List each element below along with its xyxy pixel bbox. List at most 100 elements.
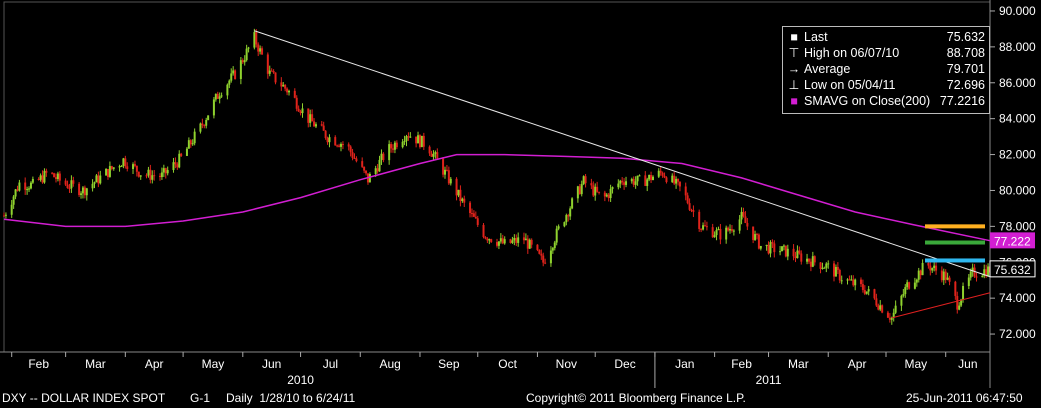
legend-average-label: Average (804, 62, 851, 76)
candle-body (873, 289, 876, 299)
candle-body (390, 144, 393, 149)
candle-body (226, 84, 229, 96)
candle-body (819, 262, 822, 269)
candle-body (436, 152, 439, 159)
candle-body (457, 189, 460, 196)
candle-body (234, 70, 237, 79)
candle-body (960, 299, 963, 306)
cyan-level-marker (925, 258, 985, 263)
y-tick-label: 72.000 (999, 327, 1036, 341)
candle-body (189, 140, 192, 145)
candle-body (297, 108, 300, 112)
candle-body (447, 170, 450, 184)
candle-body (555, 228, 558, 243)
sma-swatch-icon: ■ (790, 94, 798, 108)
candle-body (307, 108, 310, 123)
candle-body (838, 270, 841, 281)
candle-body (511, 240, 514, 243)
candle-body (781, 246, 784, 252)
candle-body (969, 271, 972, 278)
sma-value-tag-text: 77.222 (994, 234, 1031, 248)
candle-body (341, 143, 344, 145)
candle-body (99, 175, 102, 184)
x-tick-label: Jul (323, 357, 338, 371)
candle-body (207, 115, 210, 121)
candle-body (861, 284, 864, 290)
candle-body (176, 164, 179, 168)
candle-body (800, 253, 803, 262)
candle-body (811, 256, 814, 267)
candle-body (284, 84, 287, 89)
candle-body (698, 211, 701, 229)
candle-body (338, 145, 341, 147)
candle-body (767, 244, 770, 254)
year-label: 2010 (287, 373, 314, 387)
candle-body (906, 282, 909, 288)
candle-body (603, 192, 606, 197)
candle-body (621, 180, 624, 183)
candle-body (515, 237, 518, 243)
sma-line (3, 153, 991, 242)
candle-body (730, 229, 733, 231)
footer-chart-id: G-1 (190, 391, 211, 405)
candle-body (112, 167, 115, 169)
candle-body (725, 227, 728, 240)
candle-body (361, 161, 364, 167)
candle-body (536, 244, 539, 250)
candle-body (395, 142, 398, 148)
candle-body (981, 275, 984, 278)
legend-high-row: ⊤ High on 06/07/10 88.708 (787, 45, 985, 61)
candle-body (677, 178, 680, 182)
candle-body (904, 287, 907, 295)
candle-body (771, 242, 774, 244)
candle-body (852, 279, 855, 286)
candle-body (444, 169, 447, 175)
candle-body (409, 136, 412, 138)
candle-body (755, 234, 758, 236)
candle-body (650, 175, 653, 181)
candle-body (3, 215, 5, 217)
candle-body (942, 271, 945, 281)
candle-body (929, 265, 932, 271)
candle-body (230, 73, 233, 81)
candle-body (132, 164, 135, 169)
candle-body (540, 253, 543, 256)
candle-body (29, 182, 32, 189)
candle-body (875, 298, 878, 306)
candle-body (702, 225, 705, 230)
candle-body (320, 124, 323, 126)
candle-body (732, 230, 735, 232)
legend-sma-value: 77.2216 (939, 94, 985, 108)
candle-body (773, 243, 776, 253)
candle-body (665, 177, 668, 183)
candle-body (881, 305, 884, 313)
candle-body (542, 255, 545, 263)
candle-body (738, 219, 741, 231)
candle-body (41, 175, 44, 183)
candle-body (158, 175, 161, 177)
candle-body (336, 145, 339, 147)
candle-body (328, 137, 331, 143)
candle-body (526, 238, 529, 249)
candle-body (619, 180, 622, 184)
x-tick-label: May (202, 357, 225, 371)
candle-body (759, 245, 762, 249)
candle-body (449, 178, 452, 184)
candle-body (28, 188, 31, 190)
x-tick-label: Sep (438, 357, 460, 371)
candle-body (309, 114, 312, 123)
candle-body (946, 277, 949, 280)
candle-body (879, 305, 882, 310)
candle-body (311, 114, 314, 122)
candle-body (798, 250, 801, 254)
year-label: 2011 (756, 373, 782, 387)
footer-timestamp: 25-Jun-2011 06:47:50 (906, 391, 1023, 405)
candle-body (145, 175, 148, 177)
legend-last-row: ■ Last 75.632 (787, 29, 985, 45)
candle-body (191, 143, 194, 145)
x-tick-label: Mar (788, 357, 809, 371)
x-tick-label: Nov (556, 357, 577, 371)
candle-body (867, 289, 870, 292)
candle-body (917, 270, 920, 280)
candle-body (247, 47, 250, 49)
